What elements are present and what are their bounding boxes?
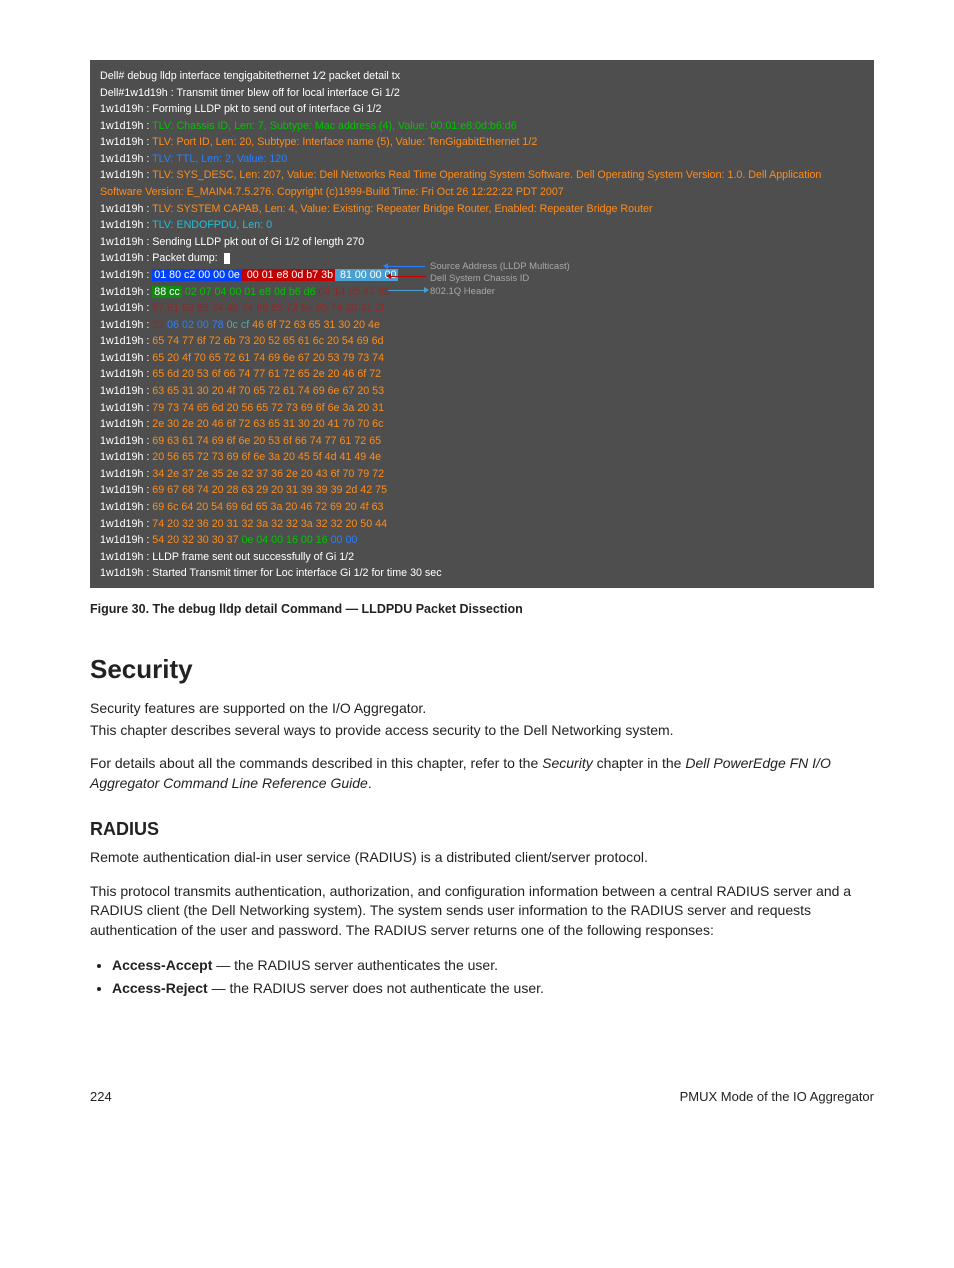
term-dump-line: 1w1d19h : 34 2e 37 2e 35 2e 32 37 36 2e … <box>100 466 864 483</box>
term-line: 1w1d19h : Started Transmit timer for Loc… <box>100 565 864 582</box>
bullet-list: Access-Accept — the RADIUS server authen… <box>96 955 874 999</box>
term-dump-line: 1w1d19h : 2e 30 2e 20 46 6f 72 63 65 31 … <box>100 416 864 433</box>
term-dump-line: 1w1d19h : 69 67 68 74 20 28 63 29 20 31 … <box>100 482 864 499</box>
term-line: 1w1d19h : Packet dump: <box>100 250 864 267</box>
connector-line <box>388 276 426 277</box>
paragraph: Remote authentication dial-in user servi… <box>90 848 874 868</box>
page: Dell# debug lldp interface tengigabiteth… <box>0 0 954 1154</box>
page-footer: 224 PMUX Mode of the IO Aggregator <box>90 1089 874 1104</box>
connector-line <box>385 266 425 267</box>
term-dump-line: 1w1d19h : 79 73 74 65 6d 20 56 65 72 73 … <box>100 400 864 417</box>
terminal-output: Dell# debug lldp interface tengigabiteth… <box>90 60 874 588</box>
term-dump-line: 1w1d19h : 54 20 32 30 30 37 0e 04 00 16 … <box>100 532 864 549</box>
term-line: Dell#1w1d19h : Transmit timer blew off f… <box>100 85 864 102</box>
term-dump-line: 1w1d19h : 01 80 c2 00 00 0e 00 01 e8 0d … <box>100 267 864 284</box>
term-line: 1w1d19h : TLV: Chassis ID, Len: 7, Subty… <box>100 118 864 135</box>
figure-caption: Figure 30. The debug lldp detail Command… <box>90 602 874 616</box>
term-line: 1w1d19h : Forming LLDP pkt to send out o… <box>100 101 864 118</box>
arrow-icon <box>386 273 391 279</box>
term-line: 1w1d19h : LLDP frame sent out successful… <box>100 549 864 566</box>
term-dump-line: 1w1d19h : 65 6d 20 53 6f 66 74 77 61 72 … <box>100 366 864 383</box>
paragraph: Security features are supported on the I… <box>90 699 874 719</box>
term-dump-line: 1w1d19h : 63 65 31 30 20 4f 70 65 72 61 … <box>100 383 864 400</box>
list-item: Access-Accept — the RADIUS server authen… <box>112 955 874 976</box>
page-number: 224 <box>90 1089 112 1104</box>
term-dump-line: 1w1d19h : 69 63 61 74 69 6f 6e 20 53 6f … <box>100 433 864 450</box>
term-dump-line: 1w1d19h : 65 74 77 6f 72 6b 73 20 52 65 … <box>100 333 864 350</box>
term-line: 1w1d19h : TLV: ENDOFPDU, Len: 0 <box>100 217 864 234</box>
cursor-block <box>224 253 230 264</box>
term-line: Dell# debug lldp interface tengigabiteth… <box>100 68 864 85</box>
paragraph: This chapter describes several ways to p… <box>90 721 874 741</box>
arrow-icon <box>424 287 429 293</box>
term-dump-line: 1w1d19h : 88 cc 02 07 04 00 01 e8 0d b6 … <box>100 284 864 301</box>
term-dump-line: 1w1d19h : 32 06 02 00 78 0c cf 46 6f 72 … <box>100 317 864 334</box>
term-dump-line: 1w1d19h : 69 6c 64 20 54 69 6d 65 3a 20 … <box>100 499 864 516</box>
term-line: 1w1d19h : TLV: SYSTEM CAPAB, Len: 4, Val… <box>100 201 864 218</box>
heading-security: Security <box>90 654 874 685</box>
term-line: 1w1d19h : TLV: TTL, Len: 2, Value: 120 <box>100 151 864 168</box>
paragraph: This protocol transmits authentication, … <box>90 882 874 941</box>
paragraph: For details about all the commands descr… <box>90 754 874 793</box>
term-line: 1w1d19h : TLV: SYS_DESC, Len: 207, Value… <box>100 167 864 200</box>
term-dump-line: 1w1d19h : 74 20 32 36 20 31 32 3a 32 32 … <box>100 516 864 533</box>
heading-radius: RADIUS <box>90 819 874 840</box>
doc-title: PMUX Mode of the IO Aggregator <box>680 1089 874 1104</box>
term-line: 1w1d19h : TLV: Port ID, Len: 20, Subtype… <box>100 134 864 151</box>
arrow-icon <box>383 263 388 269</box>
connector-line <box>388 290 426 291</box>
term-dump-line: 1w1d19h : 20 56 65 72 73 69 6f 6e 3a 20 … <box>100 449 864 466</box>
term-dump-line: 1w1d19h : 67 61 62 69 74 45 74 68 65 72 … <box>100 300 864 317</box>
list-item: Access-Reject — the RADIUS server does n… <box>112 978 874 999</box>
term-line: 1w1d19h : Sending LLDP pkt out of Gi 1/2… <box>100 234 864 251</box>
term-dump-line: 1w1d19h : 65 20 4f 70 65 72 61 74 69 6e … <box>100 350 864 367</box>
